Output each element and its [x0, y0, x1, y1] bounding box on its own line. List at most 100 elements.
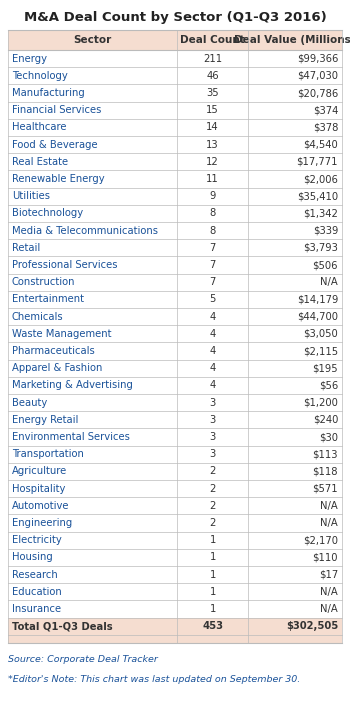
Bar — [8, 102, 342, 119]
Text: 3: 3 — [209, 415, 216, 425]
Text: $240: $240 — [313, 415, 338, 425]
Text: 4: 4 — [209, 346, 216, 356]
Text: 12: 12 — [206, 157, 219, 166]
Text: 13: 13 — [206, 140, 219, 150]
Text: 35: 35 — [206, 88, 219, 98]
Text: Apparel & Fashion: Apparel & Fashion — [12, 364, 102, 373]
Text: $14,179: $14,179 — [297, 294, 338, 305]
Text: 2: 2 — [209, 467, 216, 476]
Text: 3: 3 — [209, 449, 216, 459]
Bar — [8, 205, 342, 222]
Text: N/A: N/A — [320, 587, 338, 597]
Text: $3,793: $3,793 — [303, 243, 338, 253]
Bar — [8, 635, 342, 643]
Text: 14: 14 — [206, 122, 219, 132]
Text: N/A: N/A — [320, 604, 338, 614]
Text: $99,366: $99,366 — [297, 54, 338, 63]
Text: $110: $110 — [313, 553, 338, 563]
Text: $2,170: $2,170 — [303, 535, 338, 545]
Bar — [8, 394, 342, 411]
Text: Professional Services: Professional Services — [12, 260, 118, 270]
Text: 15: 15 — [206, 105, 219, 115]
Text: Financial Services: Financial Services — [12, 105, 102, 115]
Text: Food & Beverage: Food & Beverage — [12, 140, 98, 150]
Bar — [8, 170, 342, 188]
Bar — [8, 291, 342, 308]
Text: 7: 7 — [209, 260, 216, 270]
Bar — [8, 411, 342, 428]
Text: Hospitality: Hospitality — [12, 483, 65, 494]
Bar — [8, 30, 342, 50]
Text: Transportation: Transportation — [12, 449, 84, 459]
Text: 7: 7 — [209, 243, 216, 253]
Bar — [8, 50, 342, 67]
Text: $1,342: $1,342 — [303, 209, 338, 218]
Text: $17,771: $17,771 — [296, 157, 338, 166]
Text: $3,050: $3,050 — [303, 329, 338, 339]
Text: Research: Research — [12, 569, 58, 579]
Bar — [8, 583, 342, 601]
Text: Manufacturing: Manufacturing — [12, 88, 85, 98]
Text: Renewable Energy: Renewable Energy — [12, 174, 105, 184]
Text: $56: $56 — [319, 380, 338, 390]
Text: Sector: Sector — [73, 35, 111, 45]
Text: 3: 3 — [209, 432, 216, 442]
Bar — [8, 618, 342, 635]
Bar — [8, 325, 342, 342]
Text: Energy: Energy — [12, 54, 47, 63]
Text: 4: 4 — [209, 312, 216, 321]
Bar — [8, 377, 342, 394]
Bar — [8, 515, 342, 531]
Text: $17: $17 — [319, 569, 338, 579]
Text: Healthcare: Healthcare — [12, 122, 66, 132]
Bar — [8, 446, 342, 463]
Text: $35,410: $35,410 — [297, 191, 338, 201]
Bar — [8, 67, 342, 84]
Text: N/A: N/A — [320, 501, 338, 511]
Text: $30: $30 — [319, 432, 338, 442]
Text: Utilities: Utilities — [12, 191, 50, 201]
Bar — [8, 463, 342, 480]
Text: N/A: N/A — [320, 277, 338, 287]
Text: 2: 2 — [209, 501, 216, 511]
Text: 11: 11 — [206, 174, 219, 184]
Text: 8: 8 — [209, 209, 216, 218]
Text: Deal Count: Deal Count — [180, 35, 245, 45]
Text: 4: 4 — [209, 329, 216, 339]
Text: 453: 453 — [202, 621, 223, 631]
Text: $113: $113 — [313, 449, 338, 459]
Text: 2: 2 — [209, 518, 216, 528]
Text: Technology: Technology — [12, 71, 68, 81]
Text: $44,700: $44,700 — [297, 312, 338, 321]
Bar — [8, 531, 342, 549]
Text: Retail: Retail — [12, 243, 40, 253]
Bar — [8, 549, 342, 566]
Text: 1: 1 — [209, 553, 216, 563]
Text: Marketing & Advertising: Marketing & Advertising — [12, 380, 133, 390]
Text: Agriculture: Agriculture — [12, 467, 67, 476]
Bar — [8, 257, 342, 273]
Text: 1: 1 — [209, 535, 216, 545]
Bar — [8, 342, 342, 360]
Text: 1: 1 — [209, 604, 216, 614]
Text: $2,115: $2,115 — [303, 346, 338, 356]
Text: Insurance: Insurance — [12, 604, 61, 614]
Text: Biotechnology: Biotechnology — [12, 209, 83, 218]
Text: Environmental Services: Environmental Services — [12, 432, 130, 442]
Text: Media & Telecommunications: Media & Telecommunications — [12, 225, 158, 236]
Bar — [8, 360, 342, 377]
Bar — [8, 119, 342, 136]
Text: $195: $195 — [312, 364, 338, 373]
Text: $2,006: $2,006 — [303, 174, 338, 184]
Text: Deal Value (Millions): Deal Value (Millions) — [234, 35, 350, 45]
Text: 211: 211 — [203, 54, 222, 63]
Text: 1: 1 — [209, 587, 216, 597]
Text: N/A: N/A — [320, 518, 338, 528]
Text: 4: 4 — [209, 380, 216, 390]
Text: $1,200: $1,200 — [303, 398, 338, 408]
Text: Engineering: Engineering — [12, 518, 72, 528]
Bar — [8, 601, 342, 618]
Text: $378: $378 — [313, 122, 338, 132]
Text: $4,540: $4,540 — [303, 140, 338, 150]
Text: Energy Retail: Energy Retail — [12, 415, 78, 425]
